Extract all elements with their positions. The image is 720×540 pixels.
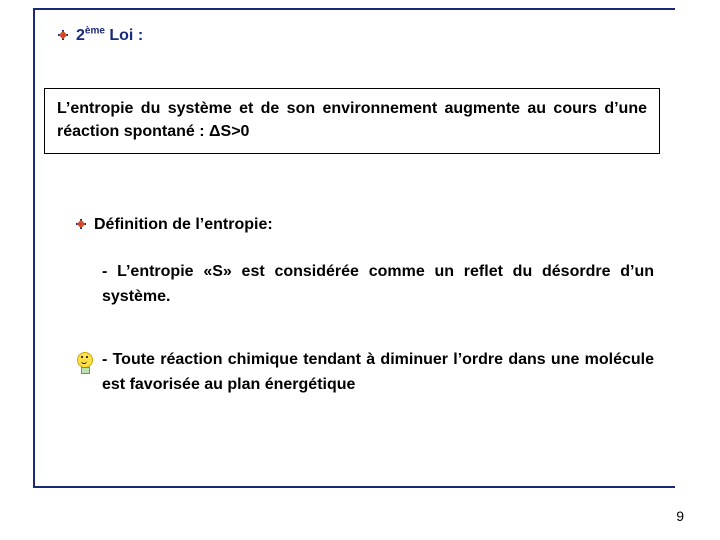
section-title-1: 2ème Loi :	[58, 26, 143, 45]
section-title-2: Définition de l’entropie:	[76, 216, 273, 234]
bullet-star-icon	[76, 219, 86, 229]
frame-top-line	[33, 8, 675, 10]
section-title-1-text: 2ème Loi :	[76, 27, 143, 44]
section-title-2-text: Définition de l’entropie:	[94, 216, 273, 233]
law-statement-text: L’entropie du système et de son environn…	[57, 100, 647, 140]
frame-vertical-line	[33, 8, 35, 488]
page-number: 9	[676, 508, 684, 524]
reaction-order-text: - Toute réaction chimique tendant à dimi…	[102, 351, 654, 393]
lightbulb-face-icon	[76, 352, 94, 374]
reaction-order-paragraph: - Toute réaction chimique tendant à dimi…	[102, 348, 654, 398]
slide: 2ème Loi : L’entropie du système et de s…	[0, 0, 720, 540]
law-statement-box: L’entropie du système et de son environn…	[44, 88, 660, 154]
bullet-star-icon	[58, 30, 68, 40]
entropy-definition-paragraph: - L’entropie «S» est considérée comme un…	[102, 260, 654, 310]
frame-bottom-line	[33, 486, 675, 488]
entropy-definition-text: - L’entropie «S» est considérée comme un…	[102, 263, 654, 305]
